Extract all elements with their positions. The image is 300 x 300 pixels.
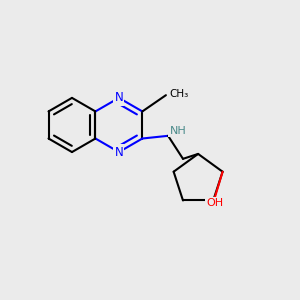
Text: NH: NH: [169, 125, 186, 136]
Text: N: N: [115, 92, 123, 104]
Text: OH: OH: [206, 198, 223, 208]
Text: CH₃: CH₃: [169, 89, 189, 99]
Text: N: N: [115, 146, 123, 159]
